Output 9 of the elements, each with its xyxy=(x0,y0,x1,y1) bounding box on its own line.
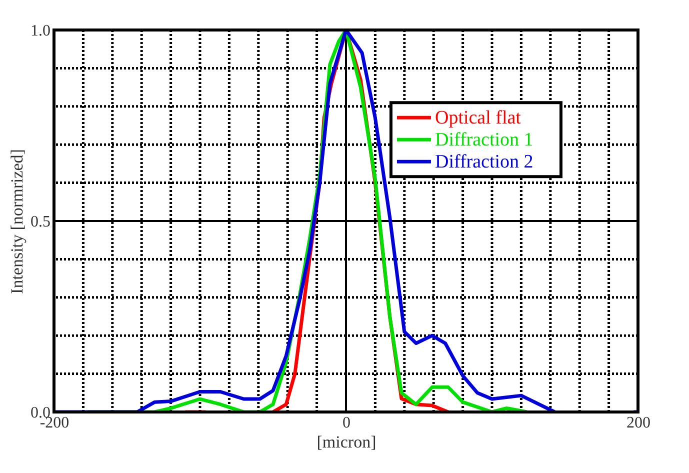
x-tick-label: 0 xyxy=(342,414,350,432)
y-tick-label: 1.0 xyxy=(30,22,50,40)
y-axis-title: Intensity [normrized] xyxy=(8,149,26,294)
legend-label: Diffraction 1 xyxy=(434,130,534,151)
y-tick-label: 0.5 xyxy=(30,214,50,230)
legend-label: Optical flat xyxy=(434,108,522,129)
x-axis-title: [micron] xyxy=(316,432,376,452)
x-tick-label: 200 xyxy=(626,414,650,432)
legend-label: Diffraction 2 xyxy=(434,152,534,173)
